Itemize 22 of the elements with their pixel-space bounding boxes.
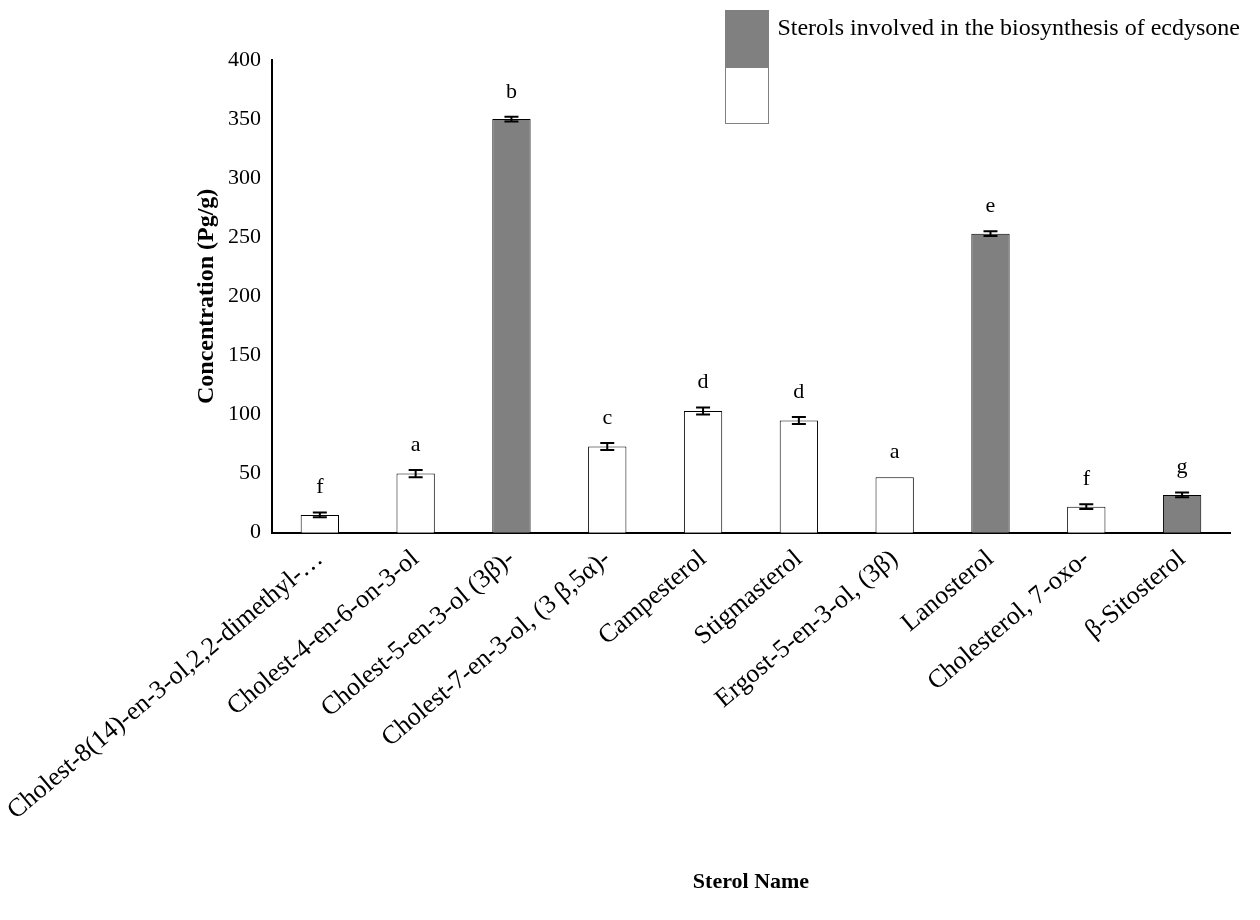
y-tick-label: 300 bbox=[227, 163, 261, 189]
y-tick-label: 200 bbox=[227, 282, 261, 308]
y-tick-label: 150 bbox=[227, 341, 261, 367]
y-tick-label: 400 bbox=[227, 45, 261, 71]
y-tick-label: 250 bbox=[227, 223, 261, 249]
y-tick-label: 50 bbox=[238, 459, 261, 485]
x-axis-title: Sterol Name bbox=[692, 868, 810, 894]
data-label: d bbox=[793, 377, 805, 403]
data-label: g bbox=[1176, 453, 1188, 479]
data-label: a bbox=[410, 430, 421, 456]
data-label: d bbox=[697, 368, 709, 394]
data-label: b bbox=[505, 77, 517, 103]
data-label: f bbox=[1082, 465, 1091, 491]
data-label: f bbox=[316, 473, 325, 499]
y-tick-label: 100 bbox=[227, 400, 261, 426]
data-label: e bbox=[985, 192, 996, 218]
legend-label: Sterols involved in the biosynthesis of ecdysone bbox=[777, 14, 1240, 41]
y-tick-label: 0 bbox=[249, 518, 261, 544]
y-tick-label: 350 bbox=[227, 104, 261, 130]
data-label: a bbox=[889, 437, 900, 463]
data-label: c bbox=[602, 403, 613, 429]
y-axis-title: Concentration (Pg/g) bbox=[191, 188, 218, 405]
